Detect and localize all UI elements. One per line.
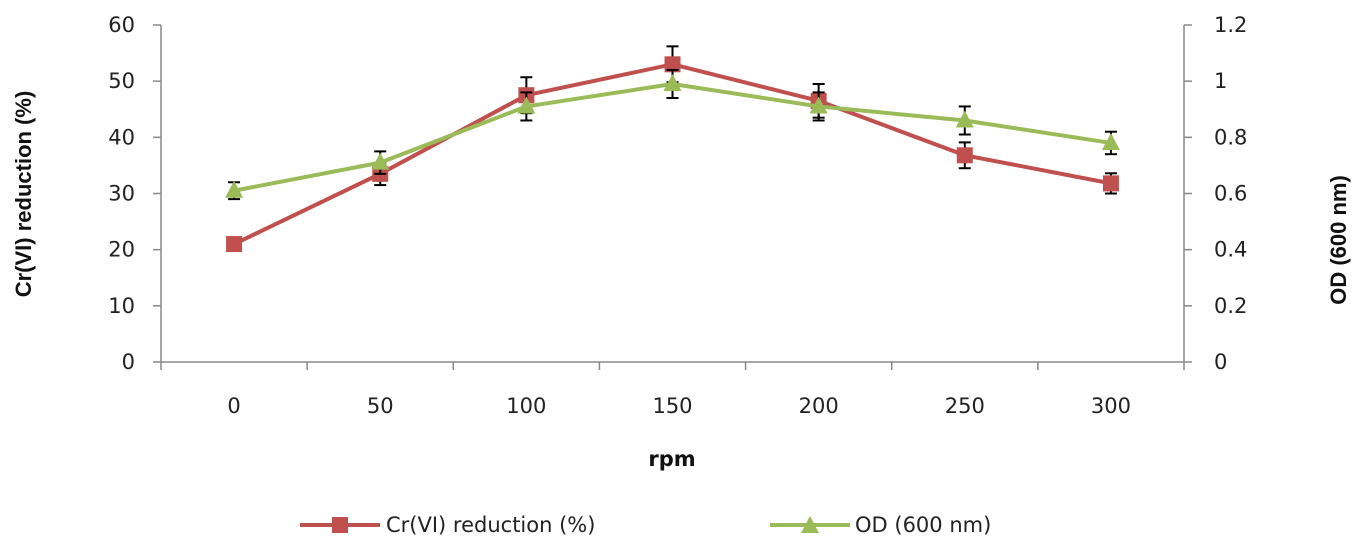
- legend-label-od: OD (600 nm): [855, 513, 991, 537]
- data-point: [664, 56, 681, 73]
- legend-label-cr: Cr(VI) reduction (%): [386, 513, 595, 537]
- legend-swatch-cr-marker: [332, 517, 348, 533]
- data-point: [226, 236, 243, 253]
- legend: Cr(VI) reduction (%) OD (600 nm): [300, 513, 991, 537]
- series-layer: [225, 45, 1120, 253]
- x-tick-label: 0: [227, 394, 240, 418]
- x-tick-label: 150: [652, 394, 692, 418]
- data-point: [663, 73, 682, 91]
- x-axis-ticks: 0 50 100 150 200 250 300: [160, 362, 1185, 418]
- data-point: [956, 147, 973, 164]
- data-point: [955, 110, 974, 128]
- right-tick-label: 0.6: [1214, 182, 1247, 206]
- data-point: [809, 96, 828, 114]
- series-line: [233, 81, 1112, 193]
- left-tick-label: 60: [108, 13, 135, 37]
- x-tick-label: 200: [799, 394, 839, 418]
- left-axis-ticks: 0 10 20 30 40 50 60: [108, 13, 161, 374]
- left-axis-title: Cr(VI) reduction (%): [11, 91, 36, 298]
- x-axis-title: rpm: [648, 447, 695, 471]
- x-tick-label: 100: [506, 394, 546, 418]
- data-point: [1102, 175, 1119, 192]
- data-point: [371, 152, 390, 170]
- x-tick-label: 50: [367, 394, 394, 418]
- left-tick-label: 10: [108, 294, 135, 318]
- data-point: [1101, 132, 1120, 150]
- right-axis-ticks: 0 0.2 0.4 0.6 0.8 1 1.2: [1184, 13, 1247, 374]
- right-tick-label: 1: [1214, 69, 1227, 93]
- series-od: [225, 68, 1120, 201]
- data-point: [517, 96, 536, 114]
- right-tick-label: 0.8: [1214, 125, 1247, 149]
- right-tick-label: 0.4: [1214, 238, 1247, 262]
- left-tick-label: 30: [108, 182, 135, 206]
- right-tick-label: 0: [1214, 350, 1227, 374]
- right-axis-title: OD (600 nm): [1326, 175, 1351, 305]
- right-tick-label: 1.2: [1214, 13, 1247, 37]
- left-tick-label: 50: [108, 69, 135, 93]
- legend-swatch-od-marker: [801, 516, 819, 533]
- right-tick-label: 0.2: [1214, 294, 1247, 318]
- left-tick-label: 0: [122, 350, 135, 374]
- left-tick-label: 40: [108, 125, 135, 149]
- x-tick-label: 300: [1091, 394, 1131, 418]
- left-tick-label: 20: [108, 238, 135, 262]
- data-point: [225, 180, 244, 198]
- x-tick-label: 250: [945, 394, 985, 418]
